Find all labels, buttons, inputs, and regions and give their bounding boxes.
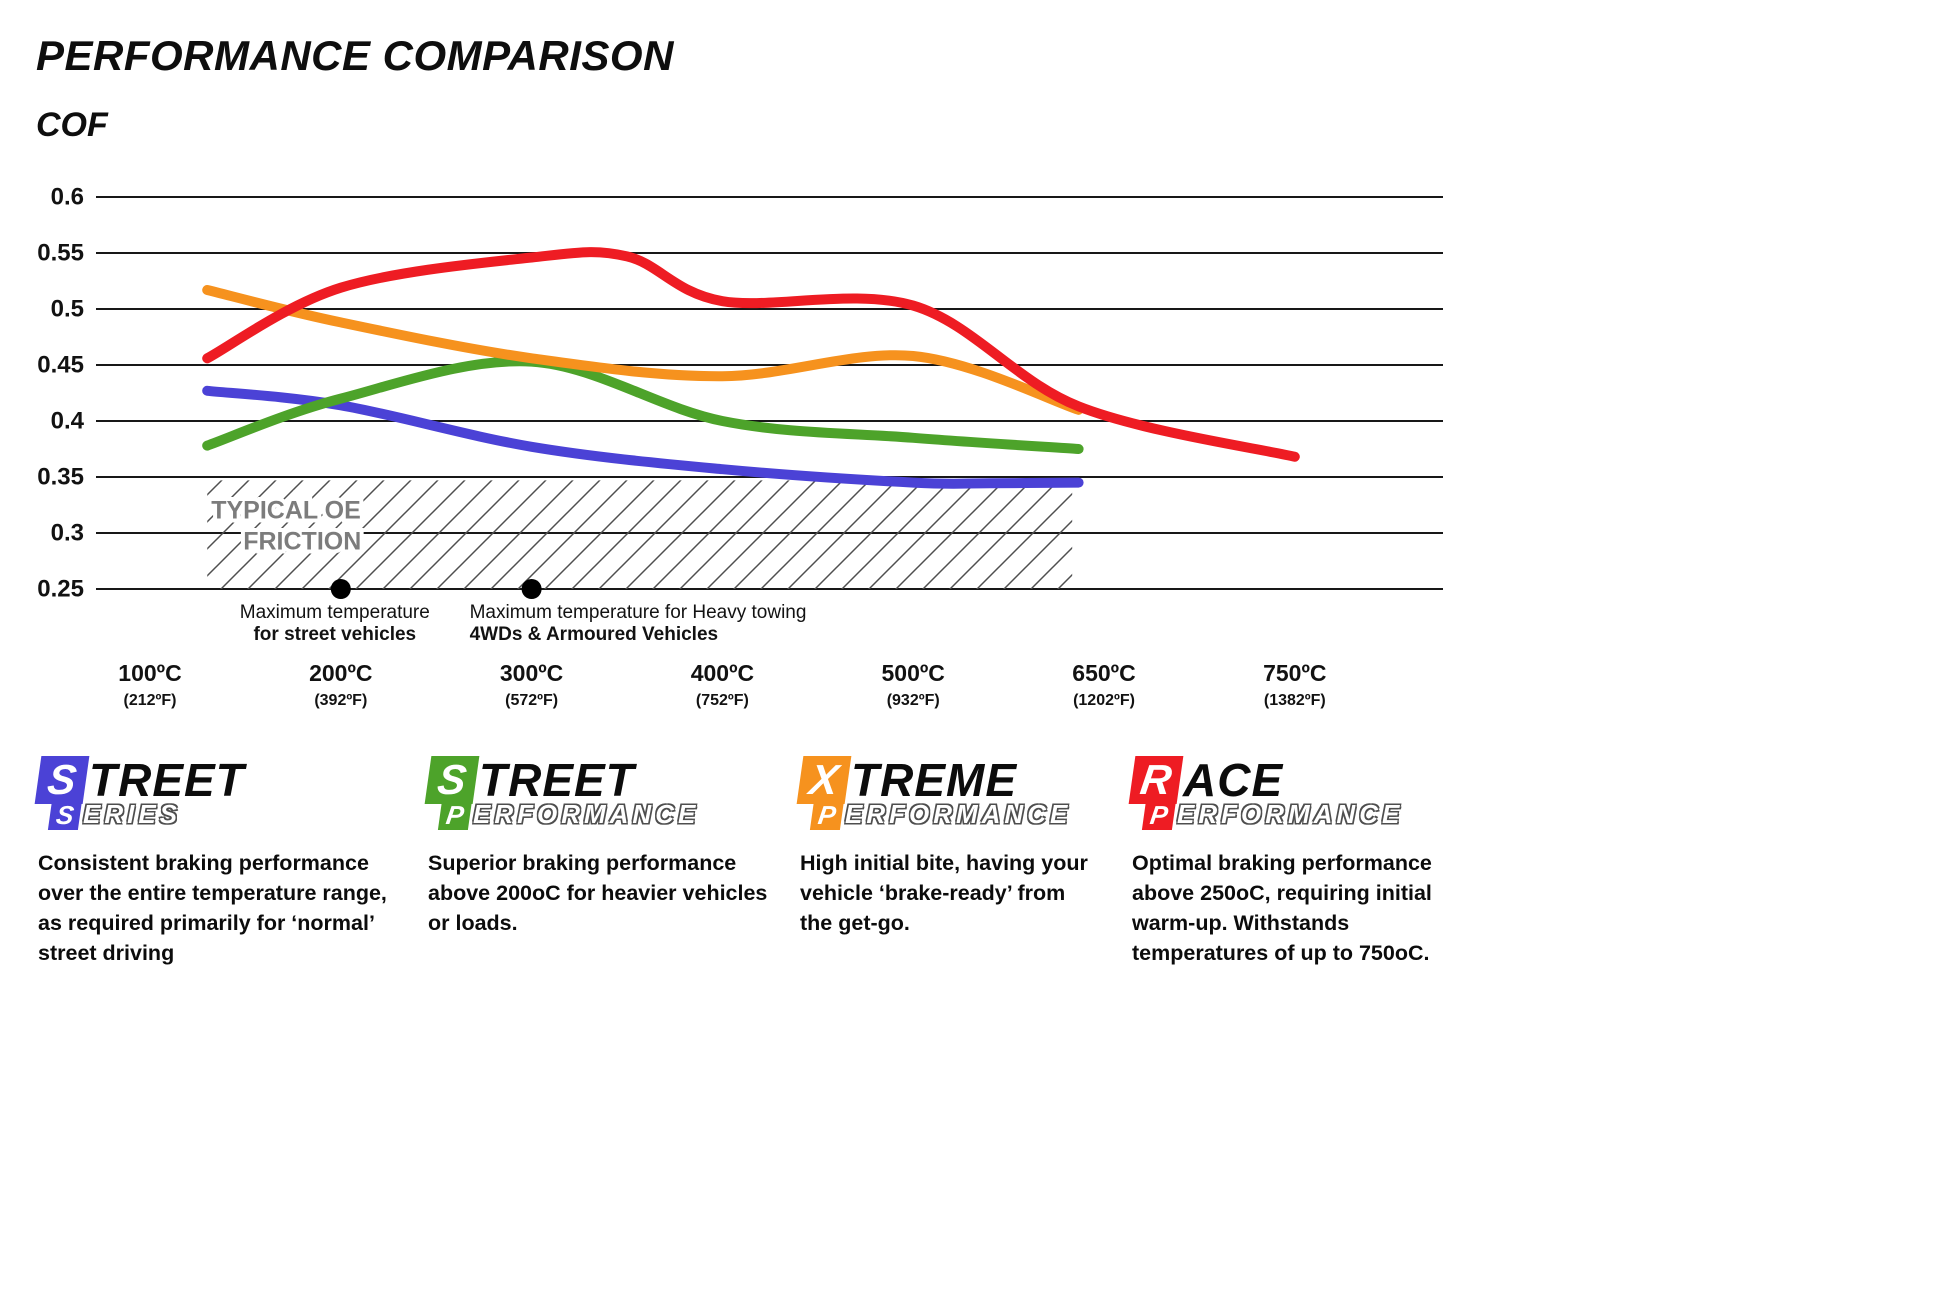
marker-dot-heavy-towing <box>521 579 542 599</box>
marker-annotation-heavy-towing: Maximum temperature for Heavy towing <box>470 602 807 623</box>
street-performance-logo: S TREET P ERFORMANCE <box>424 754 780 830</box>
logo-word2-rest: ERFORMANCE <box>845 799 1072 829</box>
logo-word1: S TREET <box>34 754 400 806</box>
logo-word2-rest: ERFORMANCE <box>1177 799 1404 829</box>
xtreme-performance-logo: X TREME P ERFORMANCE <box>796 754 1100 830</box>
legend-item-street-series: S TREET S ERIES Consistent braking perfo… <box>34 754 400 968</box>
x-axis-label: 650ºC <box>1072 660 1135 686</box>
band-label-line2: FRICTION <box>243 527 361 555</box>
logo-letter-block-small: S <box>47 799 83 830</box>
x-axis-label: 200ºC <box>309 660 372 686</box>
y-tick-label: 0.35 <box>37 464 84 491</box>
logo-word1-rest: TREET <box>479 754 635 806</box>
logo-letter-block-small: P <box>437 799 473 830</box>
logo-word2-rest: ERFORMANCE <box>473 799 700 829</box>
logo-word2-rest: ERIES <box>83 799 182 829</box>
logo-word2: P ERFORMANCE <box>437 799 780 830</box>
x-axis-sublabel: (212ºF) <box>124 692 177 709</box>
legend-description: High initial bite, having your vehicle ‘… <box>800 851 1088 936</box>
x-axis-sublabel: (1382ºF) <box>1264 692 1326 709</box>
x-axis-label: 300ºC <box>500 660 563 686</box>
x-axis-sublabel: (1202ºF) <box>1073 692 1135 709</box>
marker-annotation-street-vehicles: for street vehicles <box>253 624 416 645</box>
legend-description: Consistent braking performance over the … <box>38 851 387 966</box>
logo-letter-block-small: P <box>809 799 845 830</box>
x-axis-sublabel: (572ºF) <box>505 692 558 709</box>
logo-letter-block: S <box>424 756 480 804</box>
y-axis-title: COF <box>36 106 108 144</box>
x-axis-label: 400ºC <box>691 660 754 686</box>
page-title: PERFORMANCE COMPARISON <box>36 32 674 79</box>
logo-word1-rest: TREET <box>89 754 245 806</box>
logo-word1: X TREME <box>796 754 1100 806</box>
marker-dot-street-vehicles <box>330 579 351 599</box>
x-axis-sublabel: (932ºF) <box>887 692 940 709</box>
logo-word1: R ACE <box>1128 754 1480 806</box>
logo-letter-block: R <box>1128 756 1184 804</box>
x-axis-label: 500ºC <box>882 660 945 686</box>
series-street-performance-line <box>202 356 1084 454</box>
logo-word1-rest: TREME <box>851 754 1017 806</box>
x-axis-sublabel: (752ºF) <box>696 692 749 709</box>
logo-word2: S ERIES <box>47 799 400 830</box>
y-tick-label: 0.45 <box>37 352 84 379</box>
typical-oe-friction-band <box>207 480 1073 589</box>
x-axis-label: 100ºC <box>118 660 181 686</box>
logo-word1: S TREET <box>424 754 780 806</box>
x-axis-label: 750ºC <box>1263 660 1326 686</box>
y-tick-label: 0.5 <box>51 296 84 323</box>
series-xtreme-performance-line <box>202 285 1084 415</box>
marker-annotation-heavy-towing: 4WDs & Armoured Vehicles <box>470 624 718 645</box>
logo-letter-block-small: P <box>1141 799 1177 830</box>
legend-item-street-performance: S TREET P ERFORMANCE Superior braking pe… <box>424 754 780 938</box>
street-series-logo: S TREET S ERIES <box>34 754 400 830</box>
y-tick-label: 0.25 <box>37 576 84 603</box>
y-tick-label: 0.3 <box>51 520 84 547</box>
race-performance-logo: R ACE P ERFORMANCE <box>1128 754 1480 830</box>
legend-item-race-performance: R ACE P ERFORMANCE Optimal braking perfo… <box>1128 754 1480 968</box>
logo-word2: P ERFORMANCE <box>1141 799 1480 830</box>
logo-word2: P ERFORMANCE <box>809 799 1100 830</box>
logo-letter-block: S <box>34 756 90 804</box>
y-tick-label: 0.55 <box>37 240 84 267</box>
logo-letter-block: X <box>796 756 852 804</box>
x-axis-sublabel: (392ºF) <box>314 692 367 709</box>
legend-description: Superior braking performance above 200oC… <box>428 851 768 936</box>
logo-word1-rest: ACE <box>1183 754 1284 806</box>
legend-description: Optimal braking performance above 250oC,… <box>1132 851 1432 966</box>
y-tick-label: 0.4 <box>51 408 85 435</box>
series-street-series-line <box>202 385 1084 489</box>
y-tick-label: 0.6 <box>51 184 84 211</box>
series-race-performance-line <box>202 247 1300 462</box>
band-label-line1: TYPICAL OE <box>211 496 361 524</box>
legend-row: S TREET S ERIES Consistent braking perfo… <box>0 756 1946 1296</box>
marker-annotation-street-vehicles: Maximum temperature <box>240 602 430 623</box>
performance-chart: 0.6 0.55 0.5 0.45 0.4 0.35 0.3 0.25 TYPICAL OE FR… <box>37 184 1443 709</box>
legend-item-xtreme-performance: X TREME P ERFORMANCE High initial bite, … <box>796 754 1100 938</box>
